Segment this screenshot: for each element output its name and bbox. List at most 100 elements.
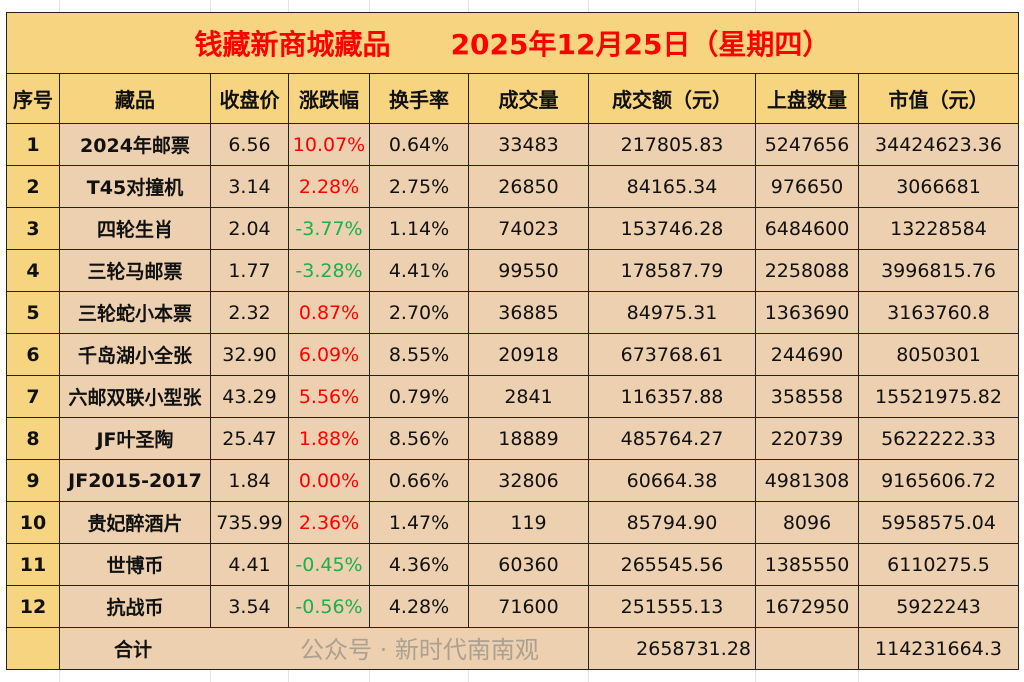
cell-amount[interactable]: 178587.79 bbox=[588, 249, 756, 292]
cell-amount[interactable]: 84975.31 bbox=[588, 291, 756, 334]
cell-turnover[interactable]: 0.66% bbox=[369, 459, 469, 502]
cell-seq[interactable]: 10 bbox=[6, 501, 60, 544]
cell-amount[interactable]: 265545.56 bbox=[588, 543, 756, 586]
cell-listed[interactable]: 2258088 bbox=[755, 249, 859, 292]
cell-volume[interactable]: 71600 bbox=[468, 585, 589, 628]
cell-name[interactable]: 2024年邮票 bbox=[59, 123, 211, 166]
cell-name[interactable]: 千岛湖小全张 bbox=[59, 333, 211, 376]
cell-listed[interactable]: 1363690 bbox=[755, 291, 859, 334]
cell-cap[interactable]: 8050301 bbox=[858, 333, 1019, 376]
cell-cap[interactable]: 5622222.33 bbox=[858, 417, 1019, 460]
cell-close[interactable]: 1.84 bbox=[210, 459, 289, 502]
cell-change[interactable]: -0.45% bbox=[288, 543, 370, 586]
cell-cap[interactable]: 3163760.8 bbox=[858, 291, 1019, 334]
cell-volume[interactable]: 60360 bbox=[468, 543, 589, 586]
cell-name[interactable]: JF叶圣陶 bbox=[59, 417, 211, 460]
cell-amount[interactable]: 217805.83 bbox=[588, 123, 756, 166]
cell-listed[interactable]: 220739 bbox=[755, 417, 859, 460]
cell-name[interactable]: 贵妃醉酒片 bbox=[59, 501, 211, 544]
cell-turnover[interactable]: 1.14% bbox=[369, 207, 469, 250]
column-header-close[interactable]: 收盘价 bbox=[210, 73, 289, 124]
cell-turnover[interactable]: 2.70% bbox=[369, 291, 469, 334]
cell-cap[interactable]: 13228584 bbox=[858, 207, 1019, 250]
cell-volume[interactable]: 74023 bbox=[468, 207, 589, 250]
cell-close[interactable]: 2.32 bbox=[210, 291, 289, 334]
cell-amount[interactable]: 60664.38 bbox=[588, 459, 756, 502]
cell-close[interactable]: 32.90 bbox=[210, 333, 289, 376]
cell-amount[interactable]: 673768.61 bbox=[588, 333, 756, 376]
cell-volume[interactable]: 2841 bbox=[468, 375, 589, 418]
cell-listed[interactable]: 244690 bbox=[755, 333, 859, 376]
cell-seq[interactable]: 1 bbox=[6, 123, 60, 166]
cell-seq[interactable]: 7 bbox=[6, 375, 60, 418]
cell-change[interactable]: 2.28% bbox=[288, 165, 370, 208]
cell-close[interactable]: 4.41 bbox=[210, 543, 289, 586]
cell-empty[interactable] bbox=[755, 627, 859, 670]
total-amount[interactable]: 2658731.28 bbox=[588, 627, 756, 670]
cell-cap[interactable]: 3996815.76 bbox=[858, 249, 1019, 292]
cell-turnover[interactable]: 8.55% bbox=[369, 333, 469, 376]
cell-listed[interactable]: 4981308 bbox=[755, 459, 859, 502]
cell-amount[interactable]: 485764.27 bbox=[588, 417, 756, 460]
total-label[interactable]: 合计 bbox=[59, 627, 589, 670]
column-header-turnover[interactable]: 换手率 bbox=[369, 73, 469, 124]
cell-change[interactable]: 0.00% bbox=[288, 459, 370, 502]
cell-close[interactable]: 3.54 bbox=[210, 585, 289, 628]
cell-listed[interactable]: 5247656 bbox=[755, 123, 859, 166]
cell-amount[interactable]: 153746.28 bbox=[588, 207, 756, 250]
cell-listed[interactable]: 6484600 bbox=[755, 207, 859, 250]
total-cap[interactable]: 114231664.3 bbox=[858, 627, 1019, 670]
cell-change[interactable]: 10.07% bbox=[288, 123, 370, 166]
cell-turnover[interactable]: 4.41% bbox=[369, 249, 469, 292]
cell-cap[interactable]: 3066681 bbox=[858, 165, 1019, 208]
column-header-cap[interactable]: 市值（元） bbox=[858, 73, 1019, 124]
cell-seq[interactable]: 3 bbox=[6, 207, 60, 250]
column-header-volume[interactable]: 成交量 bbox=[468, 73, 589, 124]
cell-name[interactable]: 六邮双联小型张 bbox=[59, 375, 211, 418]
column-header-seq[interactable]: 序号 bbox=[6, 73, 60, 124]
cell-volume[interactable]: 18889 bbox=[468, 417, 589, 460]
cell-volume[interactable]: 33483 bbox=[468, 123, 589, 166]
cell-seq[interactable]: 5 bbox=[6, 291, 60, 334]
cell-seq[interactable] bbox=[6, 627, 60, 670]
cell-turnover[interactable]: 4.36% bbox=[369, 543, 469, 586]
cell-change[interactable]: -0.56% bbox=[288, 585, 370, 628]
cell-name[interactable]: 三轮蛇小本票 bbox=[59, 291, 211, 334]
cell-listed[interactable]: 1672950 bbox=[755, 585, 859, 628]
cell-seq[interactable]: 4 bbox=[6, 249, 60, 292]
cell-cap[interactable]: 5958575.04 bbox=[858, 501, 1019, 544]
cell-change[interactable]: -3.28% bbox=[288, 249, 370, 292]
cell-close[interactable]: 43.29 bbox=[210, 375, 289, 418]
cell-listed[interactable]: 8096 bbox=[755, 501, 859, 544]
cell-name[interactable]: T45对撞机 bbox=[59, 165, 211, 208]
cell-amount[interactable]: 85794.90 bbox=[588, 501, 756, 544]
cell-cap[interactable]: 6110275.5 bbox=[858, 543, 1019, 586]
cell-change[interactable]: 2.36% bbox=[288, 501, 370, 544]
cell-name[interactable]: 抗战币 bbox=[59, 585, 211, 628]
cell-turnover[interactable]: 1.47% bbox=[369, 501, 469, 544]
column-header-name[interactable]: 藏品 bbox=[59, 73, 211, 124]
cell-volume[interactable]: 32806 bbox=[468, 459, 589, 502]
cell-seq[interactable]: 2 bbox=[6, 165, 60, 208]
cell-cap[interactable]: 34424623.36 bbox=[858, 123, 1019, 166]
cell-seq[interactable]: 8 bbox=[6, 417, 60, 460]
cell-amount[interactable]: 251555.13 bbox=[588, 585, 756, 628]
cell-amount[interactable]: 116357.88 bbox=[588, 375, 756, 418]
cell-volume[interactable]: 26850 bbox=[468, 165, 589, 208]
cell-cap[interactable]: 5922243 bbox=[858, 585, 1019, 628]
cell-change[interactable]: 1.88% bbox=[288, 417, 370, 460]
cell-name[interactable]: JF2015-2017 bbox=[59, 459, 211, 502]
cell-close[interactable]: 735.99 bbox=[210, 501, 289, 544]
column-header-amount[interactable]: 成交额（元） bbox=[588, 73, 756, 124]
cell-change[interactable]: 5.56% bbox=[288, 375, 370, 418]
cell-turnover[interactable]: 0.64% bbox=[369, 123, 469, 166]
cell-seq[interactable]: 6 bbox=[6, 333, 60, 376]
cell-turnover[interactable]: 8.56% bbox=[369, 417, 469, 460]
cell-name[interactable]: 三轮马邮票 bbox=[59, 249, 211, 292]
cell-listed[interactable]: 1385550 bbox=[755, 543, 859, 586]
column-header-change[interactable]: 涨跌幅 bbox=[288, 73, 370, 124]
cell-change[interactable]: 6.09% bbox=[288, 333, 370, 376]
cell-cap[interactable]: 15521975.82 bbox=[858, 375, 1019, 418]
cell-listed[interactable]: 358558 bbox=[755, 375, 859, 418]
cell-name[interactable]: 世博币 bbox=[59, 543, 211, 586]
